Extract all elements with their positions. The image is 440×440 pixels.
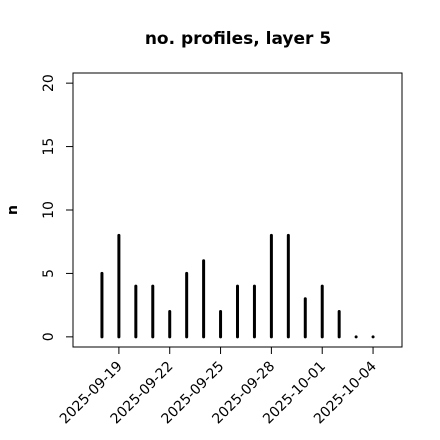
y-tick-label: 10 xyxy=(41,201,57,219)
y-axis-label: n xyxy=(5,205,21,215)
y-tick-label: 15 xyxy=(41,138,57,156)
y-tick-label: 5 xyxy=(41,269,57,278)
y-tick-label: 20 xyxy=(41,74,57,92)
chart-title: no. profiles, layer 5 xyxy=(145,29,331,49)
y-tick-label: 0 xyxy=(41,332,57,341)
